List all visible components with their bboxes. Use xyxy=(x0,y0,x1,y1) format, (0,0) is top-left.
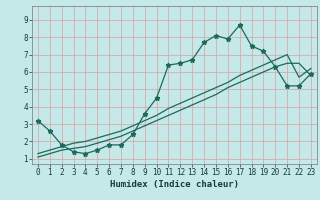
X-axis label: Humidex (Indice chaleur): Humidex (Indice chaleur) xyxy=(110,180,239,189)
